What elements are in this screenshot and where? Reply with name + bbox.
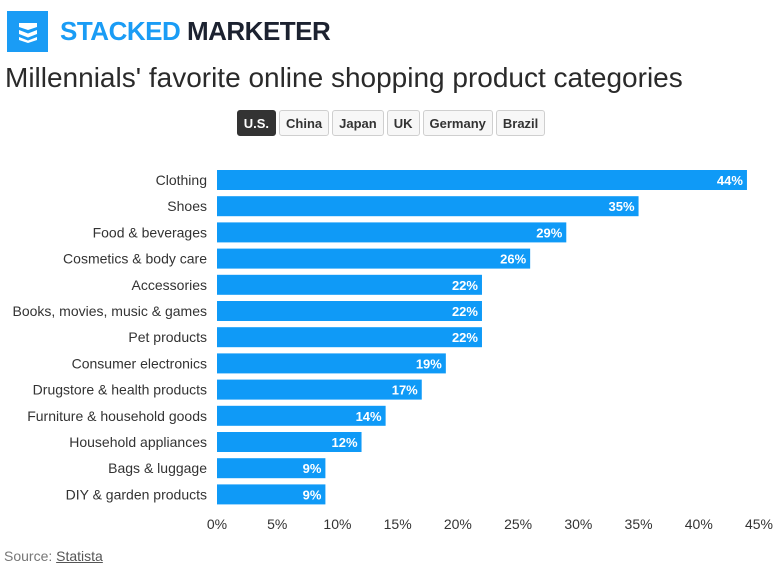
brand-name-part2: MARKETER (180, 16, 331, 46)
bar-12 (217, 484, 326, 505)
value-label: 9% (303, 487, 322, 502)
value-label: 22% (452, 330, 478, 345)
category-label: Pet products (128, 329, 207, 345)
category-label: Clothing (156, 172, 207, 188)
brand-name-part1: STACKED (60, 16, 181, 46)
category-label: Accessories (132, 277, 207, 293)
x-tick-label: 0% (207, 516, 227, 532)
category-label: Shoes (167, 198, 207, 214)
tab-brazil[interactable]: Brazil (495, 110, 546, 136)
bar-3 (217, 248, 531, 269)
x-tick-label: 25% (504, 516, 532, 532)
tab-japan[interactable]: Japan (332, 110, 384, 136)
category-label: Drugstore & health products (33, 382, 207, 398)
chart-title: Millennials' favorite online shopping pr… (5, 62, 683, 93)
tab-uk[interactable]: UK (386, 110, 420, 136)
value-label: 9% (303, 461, 322, 476)
x-tick-label: 35% (625, 516, 653, 532)
category-label: Consumer electronics (72, 355, 207, 371)
bar-0 (217, 170, 747, 190)
x-tick-label: 15% (384, 516, 412, 532)
category-label: Household appliances (69, 434, 207, 450)
x-tick-label: 30% (564, 516, 592, 532)
brand-header: STACKED MARKETER (7, 11, 331, 52)
category-label: DIY & garden products (66, 486, 207, 502)
bar-7 (217, 353, 446, 374)
value-label: 22% (452, 304, 478, 319)
tab-germany[interactable]: Germany (422, 110, 493, 136)
country-tabs: U.S. China Japan UK Germany Brazil (0, 110, 782, 136)
tab-u-s[interactable]: U.S. (236, 110, 277, 136)
value-label: 44% (717, 173, 743, 188)
bar-10 (217, 432, 362, 452)
source-link[interactable]: Statista (56, 548, 103, 564)
value-label: 14% (356, 409, 382, 424)
value-label: 26% (500, 252, 526, 267)
stacked-layers-icon (7, 11, 48, 52)
x-tick-label: 5% (267, 516, 287, 532)
source-prefix: Source: (4, 548, 57, 564)
bar-11 (217, 458, 326, 479)
bar-6 (217, 327, 482, 348)
x-tick-label: 45% (745, 516, 773, 532)
value-label: 35% (609, 199, 635, 214)
category-label: Furniture & household goods (27, 408, 207, 424)
category-label: Bags & luggage (108, 460, 207, 476)
brand-name: STACKED MARKETER (60, 16, 331, 47)
bar-8 (217, 379, 422, 400)
x-tick-label: 20% (444, 516, 472, 532)
category-label: Food & beverages (93, 224, 207, 240)
source-note: Source: Statista (4, 548, 103, 564)
x-tick-label: 40% (685, 516, 713, 532)
category-label: Books, movies, music & games (12, 303, 207, 319)
value-label: 19% (416, 356, 442, 371)
value-label: 22% (452, 278, 478, 293)
value-label: 29% (536, 225, 562, 240)
value-label: 17% (392, 383, 418, 398)
bar-9 (217, 405, 386, 426)
x-tick-label: 10% (323, 516, 351, 532)
tab-china[interactable]: China (279, 110, 330, 136)
value-label: 12% (332, 435, 358, 450)
category-label: Cosmetics & body care (63, 251, 207, 267)
bar-5 (217, 301, 482, 321)
bar-1 (217, 196, 639, 217)
bar-4 (217, 274, 482, 295)
bar-2 (217, 222, 567, 243)
